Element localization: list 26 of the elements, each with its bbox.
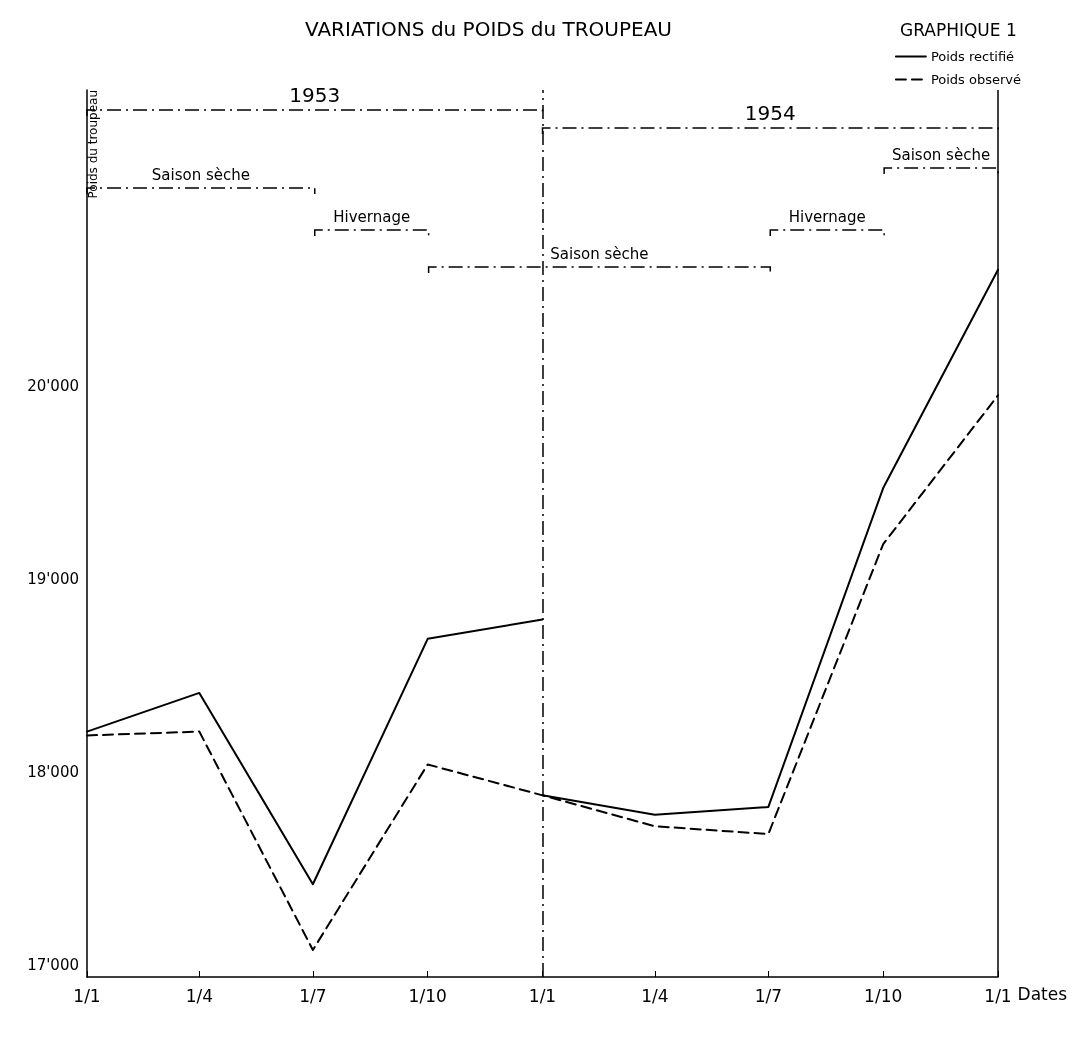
chart-subtitle: GRAPHIQUE 1 (900, 19, 1017, 40)
annotation: Saison sèche (151, 166, 250, 184)
y-tick-label: 20'000 (27, 376, 79, 395)
x-tick-label: 1/7 (299, 985, 327, 1006)
x-tick-label: 1/1 (984, 985, 1012, 1006)
annotation: 1954 (744, 101, 796, 125)
annotation: Saison sèche (550, 245, 649, 263)
x-tick-label: 1/7 (754, 985, 783, 1006)
y-tick-label: 19'000 (27, 569, 79, 588)
annotation: Hivernage (788, 208, 866, 226)
annotation: Hivernage (333, 208, 411, 226)
y-tick-label: 17'000 (27, 956, 79, 975)
legend-label: Poids observé (930, 72, 1022, 87)
chart-title: VARIATIONS du POIDS du TROUPEAU (305, 17, 673, 41)
x-tick-label: 1/10 (408, 985, 447, 1006)
x-axis-title: Dates (1017, 983, 1068, 1004)
y-axis-title: Poids du troupeau (86, 90, 100, 199)
annotation: Saison sèche (891, 146, 991, 164)
x-tick-label: 1/1 (73, 985, 101, 1006)
legend-label: Poids rectifié (930, 49, 1015, 64)
x-tick-label: 1/4 (185, 985, 213, 1006)
annotation: 1953 (289, 83, 341, 107)
x-tick-label: 1/1 (528, 985, 557, 1006)
x-tick-label: 1/10 (864, 985, 903, 1006)
y-tick-label: 18'000 (27, 763, 79, 782)
x-tick-label: 1/4 (641, 985, 669, 1006)
